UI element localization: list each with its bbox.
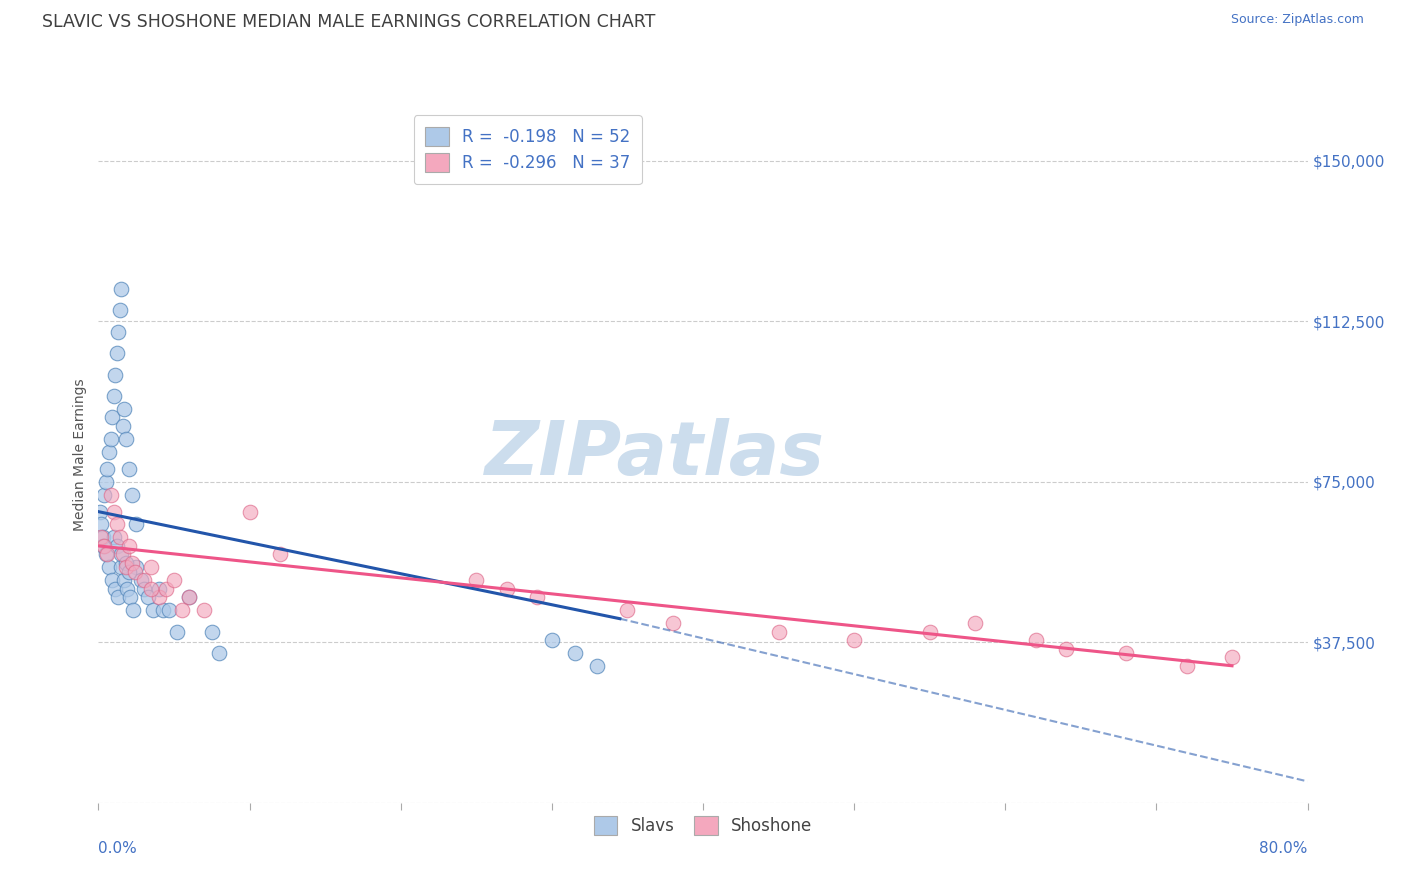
Text: ZIPatlas: ZIPatlas [485,418,825,491]
Point [269,548,291,562]
Point [107,591,129,605]
Point [201,624,224,639]
Point [1024,633,1046,648]
Point [105,539,128,553]
Point [540,633,562,648]
Point [89,505,111,519]
Point [96,462,118,476]
Point [112,573,135,587]
Text: Source: ZipAtlas.com: Source: ZipAtlas.com [1230,13,1364,27]
Point [105,517,128,532]
Point [239,505,262,519]
Point [1220,650,1243,665]
Point [141,560,163,574]
Legend: Slavs, Shoshone: Slavs, Shoshone [582,804,824,847]
Point [103,389,125,403]
Point [148,591,170,605]
Point [110,560,132,574]
Point [965,615,987,630]
Point [94,475,117,489]
Point [111,419,134,434]
Point [526,591,548,605]
Point [104,368,127,382]
Point [121,487,143,501]
Point [142,603,165,617]
Point [94,548,117,562]
Point [768,624,790,639]
Text: 80.0%: 80.0% [1260,841,1308,856]
Point [662,615,685,630]
Point [107,325,129,339]
Point [93,539,115,553]
Point [120,591,142,605]
Point [1175,658,1198,673]
Point [170,603,193,617]
Point [100,432,122,446]
Point [564,646,586,660]
Point [125,517,148,532]
Point [124,565,146,579]
Point [115,582,138,596]
Point [159,603,181,617]
Point [495,582,517,596]
Point [96,548,118,562]
Point [103,530,125,544]
Point [179,591,201,605]
Point [93,487,115,501]
Point [103,505,125,519]
Point [98,560,121,574]
Point [152,603,174,617]
Point [90,517,112,532]
Point [114,432,136,446]
Point [118,565,141,579]
Point [121,556,143,570]
Point [100,487,122,501]
Point [118,539,141,553]
Point [101,573,124,587]
Point [91,530,114,544]
Point [112,401,135,416]
Point [193,603,215,617]
Y-axis label: Median Male Earnings: Median Male Earnings [73,378,87,532]
Point [141,582,163,596]
Point [118,462,141,476]
Point [129,573,152,587]
Point [110,282,132,296]
Point [208,646,231,660]
Text: SLAVIC VS SHOSHONE MEDIAN MALE EARNINGS CORRELATION CHART: SLAVIC VS SHOSHONE MEDIAN MALE EARNINGS … [42,13,655,31]
Point [616,603,638,617]
Point [114,556,136,570]
Point [111,548,134,562]
Point [90,530,112,544]
Point [1054,641,1077,656]
Point [136,591,159,605]
Point [155,582,177,596]
Point [105,346,128,360]
Point [122,603,145,617]
Point [114,560,136,574]
Point [844,633,866,648]
Point [1115,646,1137,660]
Point [179,591,201,605]
Point [148,582,170,596]
Point [108,530,131,544]
Point [91,539,114,553]
Point [104,582,127,596]
Point [132,582,155,596]
Point [101,410,124,425]
Point [166,624,188,639]
Point [465,573,488,587]
Point [108,303,131,318]
Point [163,573,186,587]
Point [98,444,121,458]
Point [586,658,609,673]
Point [132,573,155,587]
Point [110,548,132,562]
Point [125,560,148,574]
Point [918,624,941,639]
Text: 0.0%: 0.0% [98,841,138,856]
